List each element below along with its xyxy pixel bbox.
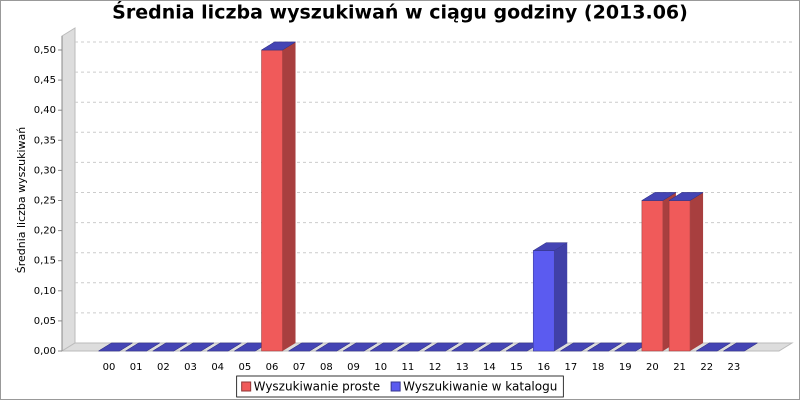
x-tick-label: 14: [483, 362, 496, 373]
bar: [641, 192, 677, 201]
bar: [260, 41, 297, 352]
legend-swatch: [241, 381, 252, 392]
bar-top: [423, 342, 460, 352]
bar: [423, 342, 460, 352]
bar: [97, 342, 134, 352]
x-tick-label: 07: [293, 362, 306, 373]
x-tick-label: 11: [402, 362, 415, 373]
legend-label: Wyszukiwanie w katalogu: [403, 380, 557, 394]
bar-top: [206, 342, 243, 352]
bar-top: [369, 342, 406, 352]
x-tick-label: 16: [537, 362, 550, 373]
x-tick-label: 01: [130, 362, 143, 373]
x-tick-label: 17: [565, 362, 578, 373]
x-tick-label: 09: [347, 362, 360, 373]
x-tick-label: 20: [646, 362, 659, 373]
bar-top: [641, 192, 677, 201]
bar: [342, 342, 378, 352]
bar: [477, 342, 514, 352]
x-tick-label: 05: [238, 362, 251, 373]
bar: [396, 342, 433, 352]
y-tick-label: 0,10: [34, 286, 56, 297]
x-tick-label: 19: [619, 362, 632, 373]
legend: Wyszukiwanie proste Wyszukiwanie w katalo…: [236, 375, 564, 398]
bar: [314, 342, 351, 352]
x-tick-label: 06: [266, 362, 279, 373]
y-tick-label: 0,00: [34, 346, 56, 357]
bar-side: [554, 242, 568, 351]
legend-items: Wyszukiwanie proste Wyszukiwanie w katalo…: [241, 380, 557, 394]
bar-top: [477, 342, 514, 352]
bar: [668, 192, 704, 201]
x-tick-label: 23: [728, 362, 741, 373]
bar-top: [396, 342, 433, 352]
x-tick-label: 12: [429, 362, 442, 373]
bar-top: [695, 342, 732, 352]
bar: [124, 342, 161, 352]
bar-top: [668, 192, 704, 201]
left-wall: [61, 27, 76, 352]
bar-top: [124, 342, 161, 352]
bar-front: [668, 200, 691, 352]
y-tick-label: 0,50: [34, 45, 56, 56]
bar-front: [532, 250, 555, 352]
bar: [260, 41, 297, 51]
bar-top: [314, 342, 351, 352]
bar: [450, 342, 487, 352]
bar: [206, 342, 243, 352]
y-tick-label: 0,35: [34, 135, 56, 146]
bar: [668, 192, 704, 352]
x-tick-label: 04: [211, 362, 224, 373]
x-tick-label: 15: [510, 362, 523, 373]
x-tick-label: 02: [157, 362, 170, 373]
bar-top: [559, 342, 596, 352]
bar-side: [282, 42, 296, 351]
bar-top: [532, 242, 569, 251]
bar-top: [722, 342, 759, 352]
bar: [287, 342, 324, 352]
bar-top: [586, 342, 623, 352]
bar: [722, 342, 759, 352]
bar-top: [287, 342, 324, 352]
bar-top: [450, 342, 487, 352]
bar: [695, 342, 732, 352]
chart-title: Średnia liczba wyszukiwań w ciągu godzin…: [112, 0, 688, 24]
bar-top: [179, 342, 215, 352]
bar-front: [641, 200, 664, 352]
x-tick-label: 03: [184, 362, 197, 373]
x-tick-label: 13: [456, 362, 469, 373]
y-tick-label: 0,05: [34, 316, 56, 327]
y-tick-label: 0,40: [34, 105, 56, 116]
x-tick-label: 10: [374, 362, 387, 373]
y-tick-label: 0,45: [34, 75, 56, 86]
bar: [151, 342, 188, 352]
bar: [559, 342, 596, 352]
bar: [369, 342, 406, 352]
x-tick-label: 00: [103, 362, 116, 373]
bar-top: [151, 342, 188, 352]
bar-top: [260, 41, 297, 51]
y-tick-label: 0,20: [34, 226, 56, 237]
bar-front: [261, 49, 283, 352]
legend-box: [236, 375, 564, 398]
y-axis-label: Średnia liczba wyszukiwań: [15, 127, 28, 274]
bar-top: [342, 342, 378, 352]
bar-top: [97, 342, 134, 352]
bar: [532, 242, 569, 352]
x-tick-label: 22: [700, 362, 713, 373]
x-tick-label: 08: [320, 362, 333, 373]
y-tick-label: 0,25: [34, 196, 56, 207]
y-tick-label: 0,30: [34, 165, 56, 176]
bar: [586, 342, 623, 352]
legend-label: Wyszukiwanie proste: [254, 380, 380, 394]
legend-swatch: [390, 381, 401, 392]
x-tick-label: 21: [673, 362, 686, 373]
bar: [179, 342, 215, 352]
y-tick-label: 0,15: [34, 256, 56, 267]
x-tick-label: 18: [592, 362, 605, 373]
bar-side: [690, 192, 704, 351]
